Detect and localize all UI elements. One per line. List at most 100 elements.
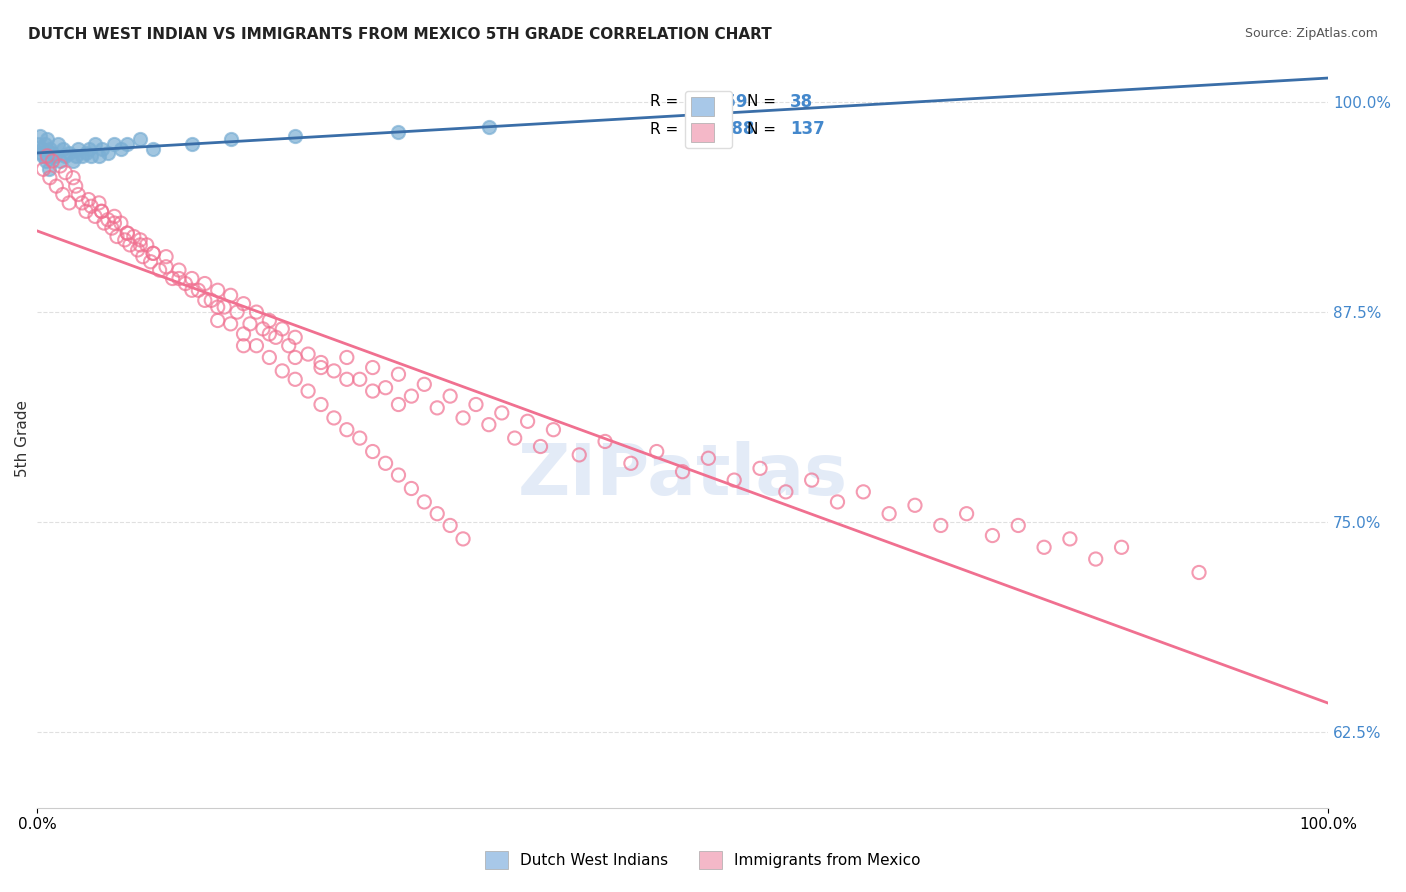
Point <box>162 271 184 285</box>
Point <box>90 204 112 219</box>
Point <box>37 149 59 163</box>
Point <box>723 473 745 487</box>
Point <box>981 528 1004 542</box>
Point <box>413 495 436 509</box>
Text: DUTCH WEST INDIAN VS IMMIGRANTS FROM MEXICO 5TH GRADE CORRELATION CHART: DUTCH WEST INDIAN VS IMMIGRANTS FROM MEX… <box>28 27 772 42</box>
Point <box>904 498 927 512</box>
Point <box>877 507 900 521</box>
Point <box>38 162 60 177</box>
Point <box>31 142 53 156</box>
Point <box>167 263 190 277</box>
Point <box>38 142 60 156</box>
Point <box>361 360 384 375</box>
Point <box>568 448 591 462</box>
Point <box>387 468 409 483</box>
Point <box>35 153 58 168</box>
Point <box>135 238 157 252</box>
Point <box>322 411 344 425</box>
Point <box>349 372 371 386</box>
Point <box>219 317 242 331</box>
Point <box>62 170 84 185</box>
Point <box>28 128 51 143</box>
Point <box>101 221 124 235</box>
Text: N =: N = <box>747 95 780 110</box>
Point <box>53 149 76 163</box>
Point <box>52 142 75 156</box>
Point <box>103 210 125 224</box>
Point <box>593 434 616 449</box>
Point <box>117 137 139 152</box>
Point <box>49 159 72 173</box>
Point <box>439 518 461 533</box>
Point <box>139 254 162 268</box>
Point <box>259 326 281 341</box>
Point <box>174 277 197 291</box>
Point <box>271 364 294 378</box>
Point <box>503 431 526 445</box>
Point <box>852 484 875 499</box>
Point <box>41 145 63 160</box>
Point <box>77 142 100 156</box>
Point <box>97 212 120 227</box>
Point <box>200 293 222 308</box>
Point <box>426 507 449 521</box>
Point <box>387 368 409 382</box>
Point <box>697 451 720 466</box>
Point <box>413 377 436 392</box>
Point <box>180 271 202 285</box>
Point <box>245 339 267 353</box>
Text: -0.388: -0.388 <box>696 120 755 138</box>
Point <box>401 482 423 496</box>
Point <box>97 145 120 160</box>
Point <box>259 351 281 365</box>
Point <box>84 210 107 224</box>
Point <box>87 149 110 163</box>
Point <box>207 283 229 297</box>
Point <box>155 260 177 274</box>
Point <box>93 216 115 230</box>
Legend: Dutch West Indians, Immigrants from Mexico: Dutch West Indians, Immigrants from Mexi… <box>479 845 927 875</box>
Point <box>478 417 501 432</box>
Point <box>827 495 849 509</box>
Point <box>122 229 145 244</box>
Point <box>75 145 97 160</box>
Point <box>142 142 165 156</box>
Point <box>142 246 165 260</box>
Point <box>110 142 132 156</box>
Point <box>70 149 93 163</box>
Point <box>645 444 668 458</box>
Point <box>114 233 136 247</box>
Point <box>75 204 97 219</box>
Point <box>58 195 80 210</box>
Point <box>194 277 217 291</box>
Point <box>180 137 202 152</box>
Point <box>117 226 139 240</box>
Point <box>90 204 112 219</box>
Point <box>34 137 56 152</box>
Point <box>44 149 66 163</box>
Point <box>117 226 139 240</box>
Point <box>387 397 409 411</box>
Point <box>219 132 242 146</box>
Point <box>77 193 100 207</box>
Point <box>1188 566 1211 580</box>
Point <box>336 351 359 365</box>
Point <box>53 166 76 180</box>
Text: 38: 38 <box>790 93 813 111</box>
Text: R =: R = <box>650 121 683 136</box>
Point <box>232 296 254 310</box>
Point <box>30 145 52 160</box>
Point <box>38 170 60 185</box>
Text: 137: 137 <box>790 120 824 138</box>
Point <box>110 216 132 230</box>
Point <box>309 355 332 369</box>
Point <box>543 423 565 437</box>
Point <box>271 322 294 336</box>
Point <box>800 473 823 487</box>
Point <box>90 142 112 156</box>
Text: ZIPatlas: ZIPatlas <box>517 441 848 509</box>
Text: R =: R = <box>650 95 683 110</box>
Point <box>62 153 84 168</box>
Point <box>129 132 152 146</box>
Point <box>516 414 538 428</box>
